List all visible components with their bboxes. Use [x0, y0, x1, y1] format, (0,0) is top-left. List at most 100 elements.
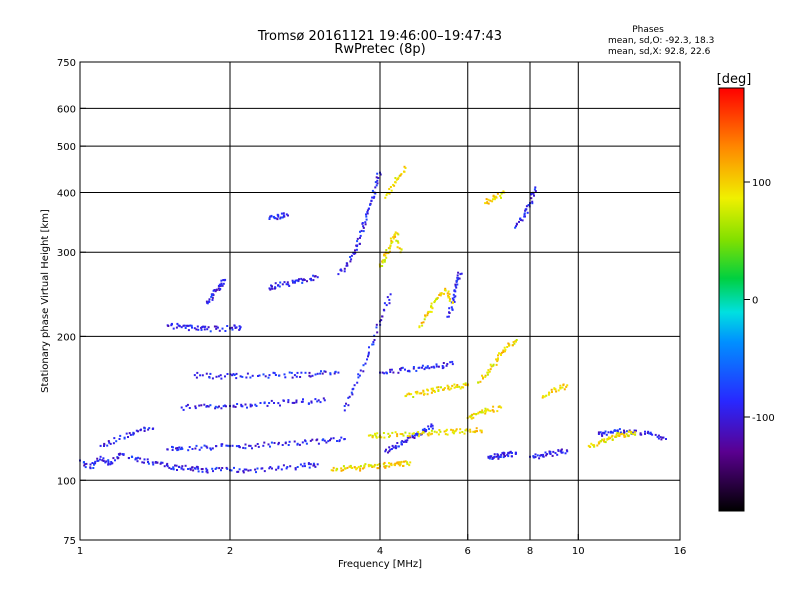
echo-point	[548, 391, 551, 394]
echo-point	[393, 184, 396, 187]
echo-point	[349, 260, 352, 263]
echo-point	[559, 450, 562, 453]
echo-point	[239, 327, 241, 330]
echo-point	[322, 438, 325, 441]
echo-point	[515, 452, 517, 455]
echo-point	[375, 184, 378, 187]
echo-point	[336, 468, 338, 470]
echo-point	[238, 446, 241, 449]
echo-point	[485, 409, 487, 412]
echo-point	[500, 453, 503, 456]
echo-point	[616, 432, 619, 434]
echo-point	[286, 466, 289, 468]
echo-point	[383, 253, 386, 256]
echo-point	[396, 240, 399, 243]
echo-point	[175, 326, 178, 329]
echo-point	[251, 447, 253, 450]
echo-point	[316, 372, 319, 375]
echo-point	[389, 448, 392, 451]
echo-point	[500, 196, 502, 199]
echo-point	[295, 401, 298, 404]
echo-point	[448, 388, 451, 391]
echo-point	[166, 448, 169, 451]
y-tick-label: 300	[57, 248, 76, 259]
echo-point	[288, 285, 291, 287]
echo-point	[388, 298, 391, 301]
echo-point	[279, 404, 281, 407]
echo-point	[403, 460, 405, 463]
echo-point	[623, 431, 626, 434]
echo-point	[121, 453, 124, 456]
echo-point	[376, 463, 379, 466]
echo-point	[188, 446, 191, 448]
echo-point	[323, 439, 326, 442]
echo-point	[502, 456, 505, 459]
echo-point	[566, 450, 569, 453]
echo-point	[616, 434, 619, 437]
echo-point	[373, 195, 376, 198]
echo-point	[472, 416, 475, 419]
echo-point	[132, 432, 135, 435]
echo-point	[497, 454, 500, 457]
echo-point	[491, 456, 494, 459]
echo-point	[195, 444, 198, 447]
echo-point	[513, 342, 516, 345]
echo-point	[367, 434, 370, 437]
echo-point	[310, 401, 313, 404]
echo-point	[209, 372, 212, 375]
echo-point	[426, 393, 429, 396]
echo-point	[512, 341, 515, 344]
echo-point	[459, 428, 462, 431]
echo-point	[269, 466, 272, 468]
echo-point	[428, 427, 430, 430]
echo-point	[285, 213, 288, 216]
echo-point	[493, 456, 496, 458]
echo-point	[273, 372, 276, 375]
echo-point	[396, 246, 399, 249]
echo-point	[186, 324, 189, 327]
echo-point	[557, 449, 560, 452]
echo-point	[278, 374, 280, 377]
echo-point	[375, 176, 378, 179]
echo-point	[448, 293, 451, 296]
echo-point	[476, 430, 478, 433]
echo-point	[423, 368, 426, 371]
echo-point	[380, 436, 383, 439]
echo-point	[418, 366, 421, 369]
x-tick-label: 8	[527, 546, 533, 557]
echo-point	[323, 370, 326, 373]
echo-point	[215, 289, 218, 291]
echo-point	[221, 443, 224, 446]
echo-point	[405, 440, 408, 443]
echo-point	[191, 326, 193, 329]
echo-point	[487, 202, 490, 205]
echo-point	[277, 215, 280, 218]
echo-point	[286, 281, 289, 284]
echo-point	[554, 452, 557, 455]
echo-point	[141, 461, 144, 464]
echo-point	[316, 438, 319, 441]
echo-point	[282, 464, 285, 467]
echo-point	[181, 447, 184, 450]
echo-point	[143, 461, 145, 464]
echo-point	[605, 433, 608, 436]
echo-point	[542, 453, 545, 456]
echo-point	[161, 461, 164, 464]
echo-point	[354, 252, 357, 255]
echo-point	[322, 397, 325, 400]
echo-point	[307, 402, 310, 405]
echo-point	[422, 389, 425, 392]
echo-point	[359, 230, 361, 233]
echo-point	[377, 467, 380, 470]
echo-point	[446, 433, 449, 436]
y-tick-label: 600	[57, 104, 76, 115]
echo-point	[521, 219, 524, 222]
echo-point	[551, 391, 553, 393]
echo-point	[309, 463, 312, 466]
echo-point	[366, 212, 369, 215]
echo-point	[195, 376, 198, 379]
echo-point	[460, 272, 463, 275]
echo-point	[193, 327, 196, 330]
data-points	[79, 165, 667, 474]
